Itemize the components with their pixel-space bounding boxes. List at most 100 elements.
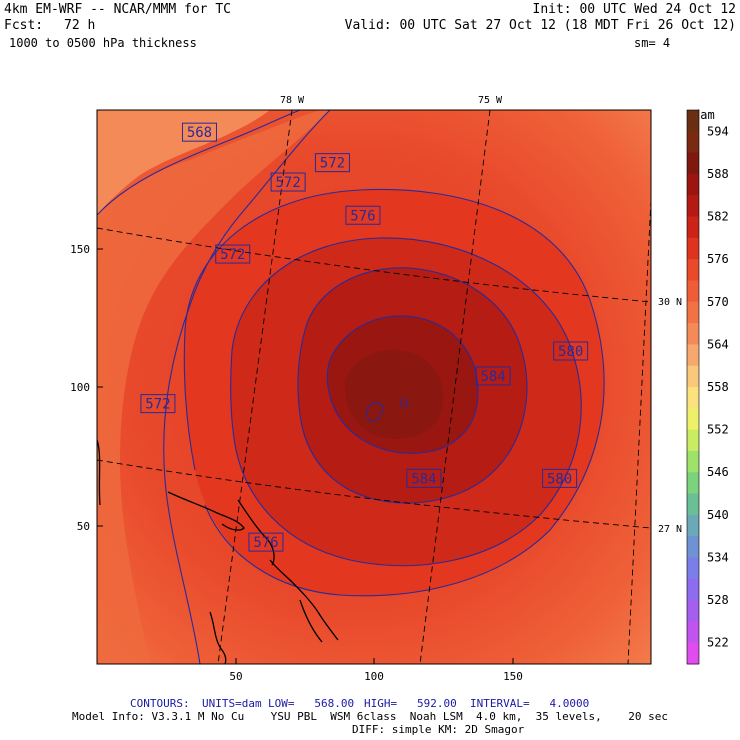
shade-591 bbox=[344, 349, 444, 439]
colorbar-swatch-558 bbox=[687, 387, 699, 409]
x-tick-label-50: 50 bbox=[229, 670, 242, 683]
shade-568 bbox=[97, 110, 270, 215]
contour-interval: INTERVAL= 4.0000 bbox=[470, 697, 590, 710]
contour-label-box bbox=[542, 468, 578, 488]
colorbar-swatch-570 bbox=[687, 301, 699, 324]
x-tick-label-100: 100 bbox=[364, 670, 384, 683]
parallel-30n bbox=[97, 227, 651, 303]
colorbar-label-540: 540 bbox=[707, 508, 729, 522]
coast-small-1 bbox=[269, 559, 293, 583]
contour-label-572: 572 bbox=[140, 394, 176, 414]
colorbar-swatch-579 bbox=[687, 237, 699, 260]
colorbar-swatch-552 bbox=[687, 429, 699, 452]
contour-label-text: 584 bbox=[480, 369, 505, 385]
colorbar-swatch-528 bbox=[687, 600, 699, 622]
contour-label-text: 580 bbox=[558, 344, 583, 360]
colorbar-label-534: 534 bbox=[707, 550, 729, 564]
colorbar-swatch-534 bbox=[687, 557, 699, 580]
meridian-78w bbox=[217, 110, 293, 664]
longitude-label-75w: 75 W bbox=[478, 95, 503, 106]
colorbar-swatch-576 bbox=[687, 259, 699, 281]
longitude-label-78w: 78 W bbox=[280, 95, 305, 106]
contour-label-584: 584 bbox=[406, 468, 442, 488]
contour-label-text: 580 bbox=[547, 471, 572, 487]
colorbar-label-588: 588 bbox=[707, 167, 729, 181]
colorbar-swatch-564 bbox=[687, 344, 699, 367]
colorbar-swatch-525 bbox=[687, 621, 699, 644]
contour-units: UNITS=dam bbox=[202, 697, 262, 710]
init-time: Init: 00 UTC Wed 24 Oct 12 bbox=[532, 2, 737, 17]
colorbar-label-558: 558 bbox=[707, 380, 729, 394]
colorbar-label-582: 582 bbox=[707, 210, 729, 224]
contour-label-580: 580 bbox=[553, 341, 589, 361]
forecast-value: 72 h bbox=[64, 18, 96, 33]
contour-588 bbox=[326, 315, 479, 454]
contour-568 bbox=[97, 110, 301, 216]
colorbar-label-570: 570 bbox=[707, 295, 729, 309]
contour-label-box bbox=[140, 394, 176, 414]
colorbar-swatch-555 bbox=[687, 408, 699, 431]
contour-592b bbox=[400, 398, 409, 408]
contour-label-text: 584 bbox=[411, 471, 436, 487]
contour-label-box bbox=[270, 172, 306, 192]
colorbar-swatch-594 bbox=[687, 131, 699, 154]
colorbar-swatch-567 bbox=[687, 323, 699, 345]
colorbar-swatch-537 bbox=[687, 536, 699, 558]
latitude-label-27n: 27 N bbox=[658, 524, 682, 535]
colorbar-swatch-546 bbox=[687, 472, 699, 495]
contour-label-text: 572 bbox=[145, 397, 170, 413]
contour-low: LOW= 568.00 bbox=[268, 697, 355, 710]
x-ticks bbox=[97, 248, 514, 664]
thickness-map: 50 100 150 50 100 150 78 W 75 W 30 N 27 … bbox=[70, 95, 729, 683]
contour-label-584: 584 bbox=[475, 366, 511, 386]
contour-592a bbox=[366, 401, 383, 422]
contour-label-572: 572 bbox=[215, 244, 251, 264]
contour-label-box bbox=[248, 532, 284, 552]
colorbar-swatch-522 bbox=[687, 642, 699, 665]
meridian-75w bbox=[419, 110, 491, 664]
coast-eleuthera bbox=[289, 579, 339, 641]
contour-label-580: 580 bbox=[542, 468, 578, 488]
tick-labels: 50 100 150 50 100 150 78 W 75 W 30 N 27 … bbox=[70, 95, 682, 683]
contour-label-box bbox=[475, 366, 511, 386]
valid-time: Valid: 00 UTC Sat 27 Oct 12 (18 MDT Fri … bbox=[344, 18, 736, 33]
coast-andros bbox=[209, 611, 227, 664]
contour-label-572: 572 bbox=[270, 172, 306, 192]
colorbar-label-546: 546 bbox=[707, 465, 729, 479]
model-title: 4km EM-WRF -- NCAR/MMM for TC bbox=[4, 2, 231, 17]
colorbar-label-576: 576 bbox=[707, 252, 729, 266]
x-tick-label-150: 150 bbox=[503, 670, 523, 683]
contour-label-576: 576 bbox=[345, 205, 381, 225]
contour-label-text: 576 bbox=[350, 208, 375, 224]
contour-584 bbox=[297, 267, 528, 504]
y-tick-label-50: 50 bbox=[77, 520, 90, 533]
contour-label-text: 572 bbox=[275, 175, 300, 191]
colorbar-label-552: 552 bbox=[707, 423, 729, 437]
colorbar-frame bbox=[686, 109, 700, 665]
colorbar-swatch-531 bbox=[687, 578, 699, 601]
contour-label-box bbox=[553, 341, 589, 361]
contour-label-box bbox=[181, 122, 217, 142]
colorbar-swatch-561 bbox=[687, 365, 699, 388]
forecast-label: Fcst: bbox=[4, 18, 44, 33]
coast-grand-bahama bbox=[167, 491, 245, 531]
colorbar-swatch-585 bbox=[687, 195, 699, 218]
colorbar-label-594: 594 bbox=[707, 124, 729, 138]
graticule bbox=[97, 110, 651, 664]
contour-label-text: 572 bbox=[320, 156, 345, 172]
parallel-27n bbox=[97, 459, 651, 529]
latitude-label-30n: 30 N bbox=[658, 297, 682, 308]
colorbar: dam 594588582576570564558552546540534528… bbox=[686, 108, 729, 665]
contour-high: HIGH= 592.00 bbox=[364, 697, 457, 710]
smoothing-label: sm= 4 bbox=[634, 36, 671, 50]
colorbar-swatch-540 bbox=[687, 514, 699, 537]
shade-572 bbox=[97, 110, 330, 664]
colorbar-label-522: 522 bbox=[707, 636, 729, 650]
meridian-72w bbox=[627, 199, 651, 664]
contour-label-text: 576 bbox=[253, 535, 278, 551]
contour-labels: 568 572 572 576 572 572 580 584 584 580 576 bbox=[140, 122, 589, 552]
colorbar-swatch-573 bbox=[687, 280, 699, 303]
contours-label: CONTOURS: bbox=[130, 697, 190, 710]
model-info: Model Info: V3.3.1 M No Cu YSU PBL WSM 6… bbox=[72, 710, 669, 723]
contour-label-576: 576 bbox=[248, 532, 284, 552]
